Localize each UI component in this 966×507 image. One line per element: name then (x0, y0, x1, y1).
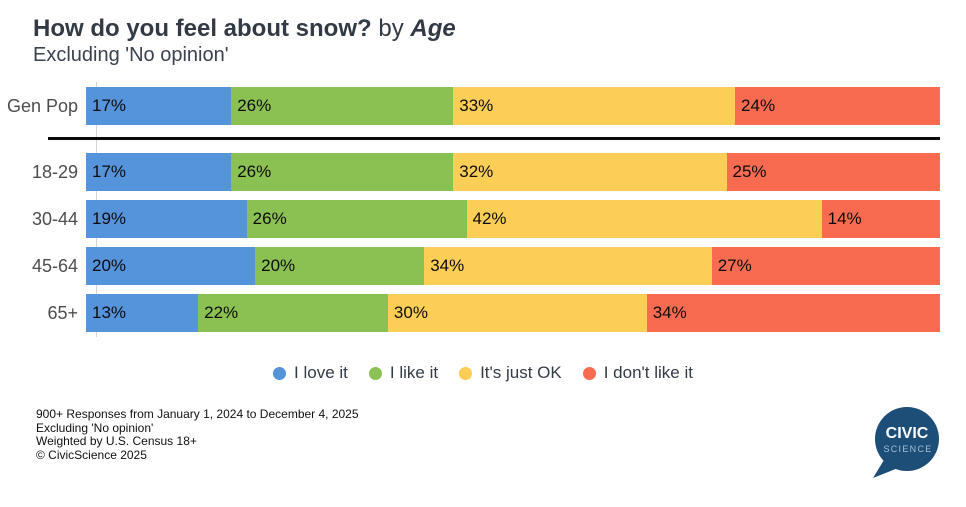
segment-value-label: 26% (237, 96, 272, 115)
bar-segment-it-s-just-ok: 42% (466, 200, 822, 238)
bar-segment-i-don-t-like-it: 34% (646, 294, 940, 332)
legend-label: I love it (294, 363, 348, 382)
bar-segment-i-don-t-like-it: 14% (821, 200, 940, 238)
bar-row-65: 65+ 13% 22% 30% 34% (0, 294, 966, 332)
bar-segment-i-love-it: 19% (86, 200, 247, 238)
segment-value-label: 33% (459, 96, 494, 115)
legend-item-it-s-just-ok: It's just OK (459, 363, 562, 383)
row-label: 45-64 (31, 255, 78, 276)
row-label: 65+ (47, 302, 78, 323)
segment-value-label: 42% (472, 209, 507, 228)
stacked-bar-chart: Gen Pop 17% 26% 33% 24% 18-29 17% 26% 32% 25% 30-4… (0, 82, 966, 337)
bar-segment-it-s-just-ok: 34% (424, 247, 712, 285)
bar-segment-i-like-it: 22% (198, 294, 388, 332)
row-label: 18-29 (31, 161, 78, 182)
segment-value-label: 32% (459, 162, 494, 181)
civicscience-logo: CIVIC SCIENCE (873, 407, 939, 478)
title-question: How do you feel about snow? (33, 15, 372, 42)
segment-value-label: 34% (430, 256, 465, 275)
title-group: Age (410, 15, 456, 42)
bar-track: 13% 22% 30% 34% (86, 294, 940, 332)
segment-value-label: 19% (92, 209, 127, 228)
bar-segment-i-like-it: 26% (246, 200, 467, 238)
genpop-divider (48, 137, 940, 140)
segment-value-label: 26% (237, 162, 272, 181)
bar-row-45-64: 45-64 20% 20% 34% 27% (0, 247, 966, 285)
bar-segment-i-like-it: 20% (255, 247, 425, 285)
footnote-exclusion: Excluding 'No opinion' (36, 420, 154, 435)
segment-value-label: 34% (652, 303, 687, 322)
legend-item-i-like-it: I like it (368, 363, 439, 383)
bar-row-18-29: 18-29 17% 26% 32% 25% (0, 153, 966, 191)
bar-segment-i-like-it: 26% (231, 153, 454, 191)
bar-segment-it-s-just-ok: 30% (387, 294, 647, 332)
segment-value-label: 27% (717, 256, 752, 275)
bar-track: 19% 26% 42% 14% (86, 200, 940, 238)
bar-track: 20% 20% 34% 27% (86, 247, 940, 285)
footnote-weighting: Weighted by U.S. Census 18+ (36, 434, 197, 448)
title-connector: by (371, 15, 411, 42)
bar-segment-i-love-it: 20% (86, 247, 256, 285)
legend-dot (368, 366, 382, 380)
segment-value-label: 26% (252, 209, 287, 228)
legend-dot (582, 366, 596, 380)
bar-track: 17% 26% 33% 24% (86, 87, 940, 125)
segment-value-label: 17% (92, 96, 127, 115)
legend-label: It's just OK (480, 363, 562, 382)
row-label: Gen Pop (6, 95, 78, 116)
bar-segment-it-s-just-ok: 33% (453, 87, 736, 125)
bar-segment-it-s-just-ok: 32% (453, 153, 727, 191)
legend-label: I don't like it (603, 363, 693, 382)
chart-header: How do you feel about snow? by Age Exclu… (0, 0, 966, 68)
segment-value-label: 30% (393, 303, 428, 322)
chart-footnotes: 900+ Responses from January 1, 2024 to D… (0, 407, 966, 462)
row-label: 30-44 (31, 208, 78, 229)
bar-segment-i-like-it: 26% (231, 87, 454, 125)
bar-segment-i-love-it: 17% (86, 153, 232, 191)
segment-value-label: 20% (92, 256, 127, 275)
legend-dot (459, 366, 473, 380)
bar-segment-i-don-t-like-it: 27% (711, 247, 940, 285)
bar-row-30-44: 30-44 19% 26% 42% 14% (0, 200, 966, 238)
bar-segment-i-don-t-like-it: 24% (735, 87, 940, 125)
segment-value-label: 17% (92, 162, 127, 181)
footnote-copyright: © CivicScience 2025 (36, 447, 147, 462)
segment-value-label: 25% (732, 162, 767, 181)
logo-text-civic: CIVIC (886, 425, 929, 442)
legend-item-i-love-it: I love it (273, 363, 348, 383)
segment-value-label: 22% (204, 303, 239, 322)
legend: I love it I like it It's just OK I don't li… (0, 363, 966, 383)
bar-rows: Gen Pop 17% 26% 33% 24% 18-29 17% 26% 32% 25% 30-4… (0, 87, 966, 332)
chart-title: How do you feel about snow? by Age (33, 14, 966, 43)
bar-row-gen-pop: Gen Pop 17% 26% 33% 24% (0, 87, 966, 125)
segment-value-label: 13% (92, 303, 127, 322)
bar-segment-i-don-t-like-it: 25% (726, 153, 941, 191)
segment-value-label: 24% (741, 96, 776, 115)
legend-item-i-don-t-like-it: I don't like it (582, 363, 693, 383)
logo-bubble (875, 407, 939, 471)
segment-value-label: 14% (827, 209, 862, 228)
logo-text-science: SCIENCE (883, 444, 932, 454)
legend-label: I like it (389, 363, 439, 382)
footnote-responses: 900+ Responses from January 1, 2024 to D… (36, 407, 359, 421)
segment-value-label: 20% (261, 256, 296, 275)
bar-segment-i-love-it: 13% (86, 294, 199, 332)
chart-subtitle: Excluding 'No opinion' (33, 44, 229, 66)
bar-track: 17% 26% 32% 25% (86, 153, 941, 191)
legend-dot (273, 366, 287, 380)
bar-segment-i-love-it: 17% (86, 87, 232, 125)
